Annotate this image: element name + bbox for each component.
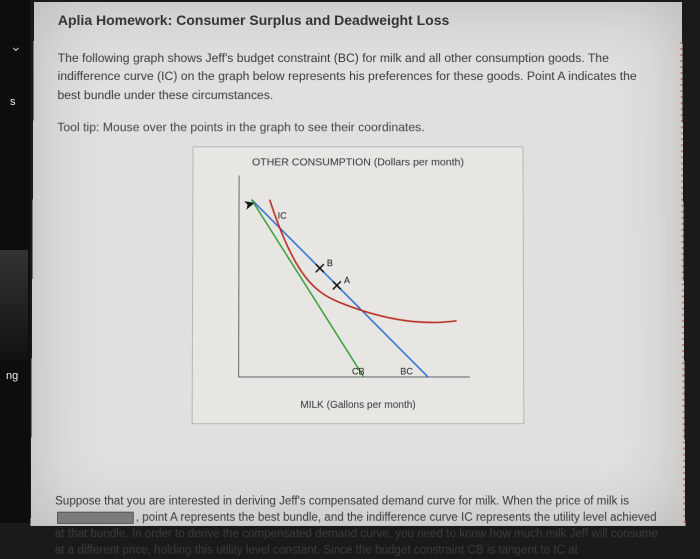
point-b-marker[interactable]: B [316,258,333,272]
answer-blank-dropdown[interactable] [57,512,134,524]
question-paragraph: Suppose that you are interested in deriv… [55,494,661,559]
svg-text:A: A [344,275,350,285]
ic-label: IC [278,210,287,224]
nav-fragment-s: s [10,96,18,108]
content-page: Aplia Homework: Consumer Surplus and Dea… [31,2,686,526]
plot-svg: B A [239,176,471,378]
left-nav-strip: ⌄ s ng [0,0,30,523]
graph-x-axis-title: MILK (Gallons per month) [193,398,524,413]
indifference-curve [269,200,456,323]
intro-paragraph: The following graph shows Jeff's budget … [57,49,658,104]
plot-area[interactable]: B A IC CB BC [238,176,470,378]
compensated-budget-line [251,200,364,378]
graph-y-axis-title: OTHER CONSUMPTION (Dollars per month) [193,156,522,172]
economics-graph[interactable]: OTHER CONSUMPTION (Dollars per month) ➤ … [192,147,525,425]
nav-thumbnail[interactable] [0,250,28,360]
chevron-down-icon[interactable]: ⌄ [10,38,22,55]
bc-label: BC [400,366,413,380]
point-a-marker[interactable]: A [333,275,350,289]
question-text-pre: Suppose that you are interested in deriv… [55,496,629,508]
cb-label: CB [352,366,365,380]
tool-tip-text: Tool tip: Mouse over the points in the g… [57,118,659,136]
nav-fragment-ng: ng [6,370,18,382]
question-text-post: , point A represents the best bundle, an… [55,512,658,557]
svg-text:B: B [327,258,333,268]
budget-constraint-line [251,200,428,378]
page-title: Aplia Homework: Consumer Surplus and Dea… [58,10,658,31]
